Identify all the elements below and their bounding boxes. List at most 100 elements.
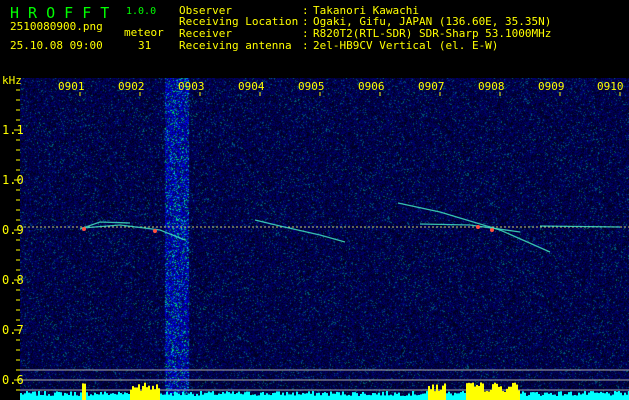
histogram-bar [226,391,228,400]
app-name: H R O F F T [10,4,110,22]
histogram-bar [236,393,238,400]
histogram-bar [534,392,536,400]
histogram-bar [210,392,212,400]
histogram-bar [516,384,518,400]
x-tick-label: 0902 [118,80,145,93]
histogram-bar [68,394,70,400]
histogram-bar [478,385,480,400]
histogram-bar [172,395,174,400]
histogram-bar [266,393,268,400]
histogram-bar [576,395,578,400]
histogram-bar [206,393,208,400]
histogram-bar [100,392,102,400]
histogram-bar [554,394,556,400]
histogram-bar [168,394,170,400]
histogram-bar [562,395,564,400]
histogram-bar [36,395,38,400]
histogram-bar [228,392,230,400]
app-version: 1.0.0 [126,6,157,17]
info-value-location: Ogaki, Gifu, JAPAN (136.60E, 35.35N) [313,15,552,28]
histogram-bar [552,394,554,400]
histogram-bar [348,394,350,400]
histogram-bar [250,395,252,400]
x-tick-label: 0904 [238,80,265,93]
histogram-bar [112,393,114,400]
histogram-bar [544,392,546,400]
histogram-bar [194,395,196,400]
histogram-bar [216,394,218,400]
histogram-bar [262,391,264,400]
histogram-bar [176,392,178,400]
histogram-bar [46,395,48,400]
histogram-bar [526,395,528,400]
histogram-bar [474,386,476,400]
histogram-bar [72,395,74,400]
histogram-bar [144,382,146,400]
meteor-echo [539,225,621,228]
histogram-bar [282,392,284,400]
histogram-bar [462,391,464,400]
histogram-bar [76,395,78,400]
histogram-bar [166,391,168,400]
histogram-bar [32,391,34,400]
histogram-bar [610,395,612,400]
histogram-bar [480,382,482,400]
histogram-bar [454,392,456,400]
histogram-bar [40,394,42,400]
histogram-bar [504,391,506,400]
histogram-bar [408,393,410,400]
histogram-bar [564,394,566,400]
histogram-bar [510,386,512,400]
histogram-bar [426,391,428,400]
histogram-bar [302,392,304,400]
histogram-bar [58,391,60,400]
histogram-bar [78,395,80,400]
histogram-bar [580,394,582,400]
histogram-bar [382,391,384,400]
histogram-bar [160,393,162,400]
histogram-bar [290,394,292,400]
histogram-bar [298,394,300,400]
histogram-bar [162,394,164,400]
histogram-bar [574,394,576,400]
histogram-bar [232,391,234,400]
histogram-bar [92,395,94,400]
histogram-bar [368,394,370,400]
histogram-bar [128,394,130,400]
histogram-bar [242,394,244,400]
histogram-bar [66,393,68,400]
histogram-bar [522,391,524,400]
histogram-bar [390,394,392,400]
file-datetime: 25.10.08 09:00 [10,39,103,52]
histogram-bar [498,386,500,400]
histogram-bar [506,388,508,400]
histogram-bar [218,393,220,400]
histogram-bar [430,389,432,400]
histogram-bar [340,395,342,400]
histogram-bar [74,391,76,400]
histogram-bar [358,395,360,400]
histogram-bar [608,393,610,400]
histogram-bar [458,393,460,400]
y-tick-label: 0.6 [2,373,24,387]
histogram-bar [202,394,204,400]
histogram-bar [304,393,306,400]
histogram-bar [148,385,150,400]
histogram-bar [584,391,586,400]
histogram-bar [258,395,260,400]
y-tick-label: 1.0 [2,173,24,187]
histogram-bar [82,383,84,400]
histogram-bar [80,392,82,400]
histogram-bar [120,392,122,400]
histogram-bar [366,395,368,400]
histogram-bar [240,393,242,400]
histogram-bar [374,393,376,400]
histogram-bar [118,391,120,400]
histogram-bar [110,393,112,400]
histogram-bar [588,392,590,400]
histogram-bar [536,392,538,400]
histogram-bar [288,394,290,400]
file-name: 2510080900.png [10,20,103,33]
histogram-bar [158,388,160,400]
histogram-bar [476,384,478,400]
